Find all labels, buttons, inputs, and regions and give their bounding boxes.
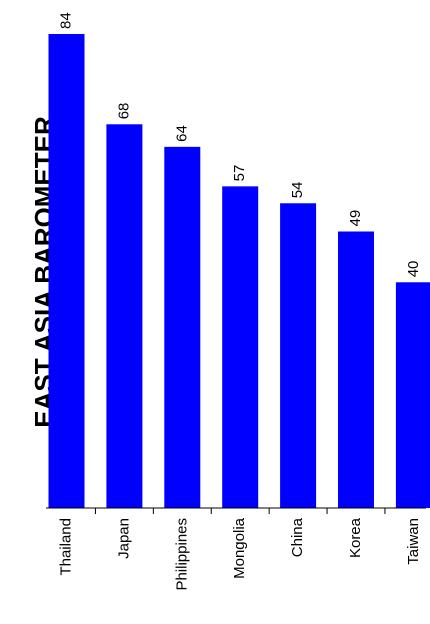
category-labels-group: Thailand Japan Philippines Mongolia China Kor… [57, 517, 421, 590]
bar-philippines [164, 146, 201, 508]
bar-mongolia [222, 186, 259, 508]
value-label-taiwan: 40 [405, 261, 422, 278]
category-label-china: China [289, 517, 306, 557]
value-labels-group: 84 68 64 57 54 49 40 [57, 12, 421, 277]
category-label-japan: Japan [115, 518, 132, 559]
bars-group [48, 34, 430, 509]
category-label-thailand: Thailand [57, 518, 74, 576]
value-label-japan: 68 [115, 103, 132, 120]
value-label-china: 54 [289, 182, 306, 199]
category-label-taiwan: Taiwan [405, 518, 422, 565]
value-label-korea: 49 [347, 210, 364, 227]
category-label-korea: Korea [347, 517, 364, 558]
category-label-philippines: Philippines [173, 518, 190, 591]
bar-china [280, 203, 317, 509]
bar-taiwan [395, 282, 430, 508]
bar-korea [338, 231, 374, 508]
category-label-mongolia: Mongolia [231, 517, 248, 579]
value-label-mongolia: 57 [231, 165, 248, 182]
value-label-thailand: 84 [57, 12, 74, 29]
bar-japan [106, 124, 143, 509]
bar-thailand [48, 34, 85, 508]
value-label-philippines: 64 [173, 125, 190, 142]
x-axis-ticks [94, 508, 386, 514]
